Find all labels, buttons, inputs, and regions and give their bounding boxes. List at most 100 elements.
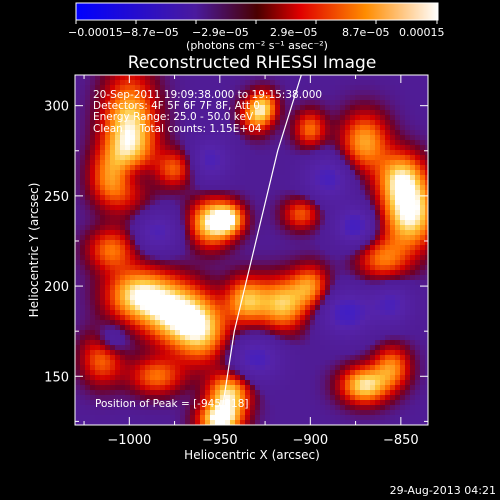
heatmap-cell <box>370 320 376 326</box>
heatmap-cell <box>150 405 156 411</box>
heatmap-cell <box>195 170 201 176</box>
heatmap-cell <box>115 315 121 321</box>
heatmap-cell <box>160 150 166 156</box>
heatmap-cell <box>285 295 291 301</box>
heatmap-cell <box>80 410 86 416</box>
heatmap-cell <box>85 315 91 321</box>
heatmap-cell <box>85 100 91 106</box>
heatmap-cell <box>85 240 91 246</box>
heatmap-cell <box>405 250 411 256</box>
heatmap-cell <box>155 395 161 401</box>
heatmap-cell <box>185 110 191 116</box>
heatmap-cell <box>265 270 271 276</box>
heatmap-cell <box>100 200 106 206</box>
heatmap-cell <box>315 230 321 236</box>
heatmap-cell <box>230 370 236 376</box>
heatmap-cell <box>280 280 286 286</box>
heatmap-cell <box>335 230 341 236</box>
heatmap-cell <box>80 110 86 116</box>
heatmap-cell <box>140 180 146 186</box>
heatmap-cell <box>310 360 316 366</box>
heatmap-cell <box>95 190 101 196</box>
heatmap-cell <box>155 180 161 186</box>
heatmap-cell <box>300 180 306 186</box>
heatmap-cell <box>390 290 396 296</box>
heatmap-cell <box>195 365 201 371</box>
heatmap-cell <box>75 205 81 211</box>
heatmap-cell <box>190 375 196 381</box>
heatmap-cell <box>305 250 311 256</box>
heatmap-cell <box>295 350 301 356</box>
heatmap-cell <box>185 330 191 336</box>
heatmap-cell <box>330 235 336 241</box>
heatmap-cell <box>235 175 241 181</box>
heatmap-cell <box>310 85 316 91</box>
heatmap-cell <box>380 385 386 391</box>
heatmap-cell <box>75 225 81 231</box>
heatmap-cell <box>245 345 251 351</box>
heatmap-cell <box>240 260 246 266</box>
heatmap-cell <box>90 165 96 171</box>
heatmap-cell <box>95 380 101 386</box>
heatmap-cell <box>335 380 341 386</box>
heatmap-cell <box>305 125 311 131</box>
heatmap-cell <box>400 165 406 171</box>
heatmap-cell <box>180 140 186 146</box>
heatmap-cell <box>135 260 141 266</box>
heatmap-cell <box>340 90 346 96</box>
heatmap-cell <box>105 295 111 301</box>
heatmap-cell <box>295 340 301 346</box>
heatmap-cell <box>270 385 276 391</box>
heatmap-cell <box>215 310 221 316</box>
heatmap-cell <box>120 150 126 156</box>
heatmap-cell <box>105 415 111 421</box>
heatmap-cell <box>260 245 266 251</box>
heatmap-cell <box>250 390 256 396</box>
heatmap-cell <box>290 415 296 421</box>
heatmap-cell <box>105 230 111 236</box>
heatmap-cell <box>85 180 91 186</box>
heatmap-cell <box>125 300 131 306</box>
heatmap-cell <box>385 220 391 226</box>
heatmap-cell <box>395 310 401 316</box>
heatmap-cell <box>150 380 156 386</box>
heatmap-cell <box>395 280 401 286</box>
heatmap-cell <box>125 415 131 421</box>
heatmap-cell <box>365 400 371 406</box>
heatmap-cell <box>400 85 406 91</box>
heatmap-cell <box>105 185 111 191</box>
heatmap-cell <box>195 335 201 341</box>
heatmap-cell <box>190 235 196 241</box>
heatmap-cell <box>150 300 156 306</box>
heatmap-cell <box>160 90 166 96</box>
heatmap-cell <box>385 360 391 366</box>
heatmap-cell <box>145 115 151 121</box>
heatmap-cell <box>400 270 406 276</box>
heatmap-cell <box>155 150 161 156</box>
heatmap-cell <box>375 220 381 226</box>
heatmap-cell <box>145 230 151 236</box>
heatmap-cell <box>195 110 201 116</box>
heatmap-cell <box>335 355 341 361</box>
heatmap-cell <box>140 205 146 211</box>
heatmap-cell <box>100 325 106 331</box>
heatmap-cell <box>155 300 161 306</box>
heatmap-cell <box>180 390 186 396</box>
heatmap-cell <box>260 385 266 391</box>
heatmap-cell <box>105 305 111 311</box>
heatmap-cell <box>195 210 201 216</box>
heatmap-cell <box>210 260 216 266</box>
heatmap-cell <box>95 285 101 291</box>
heatmap-cell <box>425 235 428 241</box>
heatmap-cell <box>255 170 261 176</box>
heatmap-cell <box>325 310 331 316</box>
heatmap-cell <box>420 225 426 231</box>
heatmap-cell <box>295 230 301 236</box>
heatmap-cell <box>170 210 176 216</box>
heatmap-cell <box>330 285 336 291</box>
heatmap-cell <box>290 385 296 391</box>
heatmap-cell <box>95 75 101 81</box>
heatmap-cell <box>405 265 411 271</box>
heatmap-cell <box>375 210 381 216</box>
heatmap-cell <box>80 115 86 121</box>
